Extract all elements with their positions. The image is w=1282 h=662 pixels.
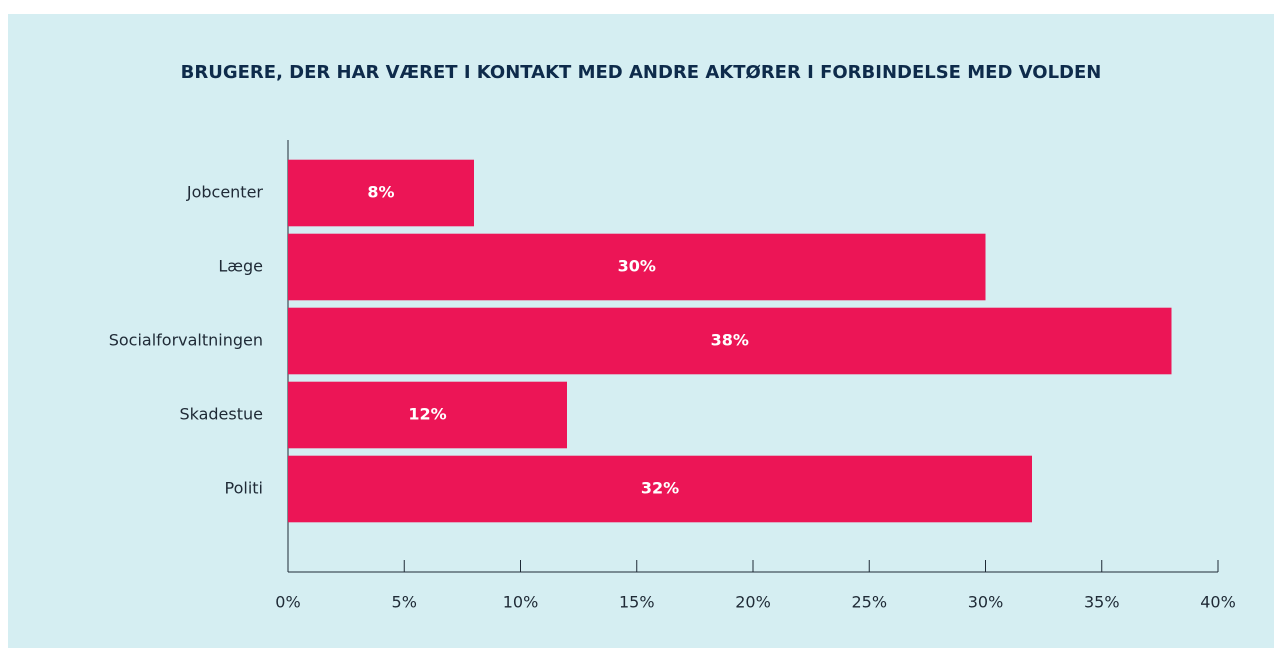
bar	[288, 233, 986, 301]
y-tick-label: Politi	[225, 479, 263, 498]
y-tick-label: Skadestue	[179, 405, 263, 424]
x-tick-label: 5%	[392, 593, 417, 612]
chart-title: BRUGERE, DER HAR VÆRET I KONTAKT MED AND…	[181, 62, 1102, 83]
x-tick-label: 35%	[1084, 593, 1120, 612]
bar	[288, 307, 1172, 375]
value-label: 32%	[641, 479, 679, 498]
value-label: 30%	[618, 257, 656, 276]
y-tick-label: Jobcenter	[186, 183, 264, 202]
y-tick-label: Læge	[218, 257, 263, 276]
x-tick-label: 15%	[619, 593, 655, 612]
x-tick-label: 20%	[735, 593, 771, 612]
bar	[288, 159, 474, 227]
x-tick-label: 30%	[968, 593, 1004, 612]
x-tick-label: 40%	[1200, 593, 1236, 612]
bar	[288, 455, 1032, 523]
value-label: 8%	[367, 183, 394, 202]
y-tick-label: Socialforvaltningen	[109, 331, 263, 350]
x-tick-label: 25%	[851, 593, 887, 612]
value-label: 38%	[711, 331, 749, 350]
bar	[288, 381, 567, 449]
x-tick-label: 0%	[275, 593, 300, 612]
value-label: 12%	[408, 405, 446, 424]
x-tick-label: 10%	[503, 593, 539, 612]
